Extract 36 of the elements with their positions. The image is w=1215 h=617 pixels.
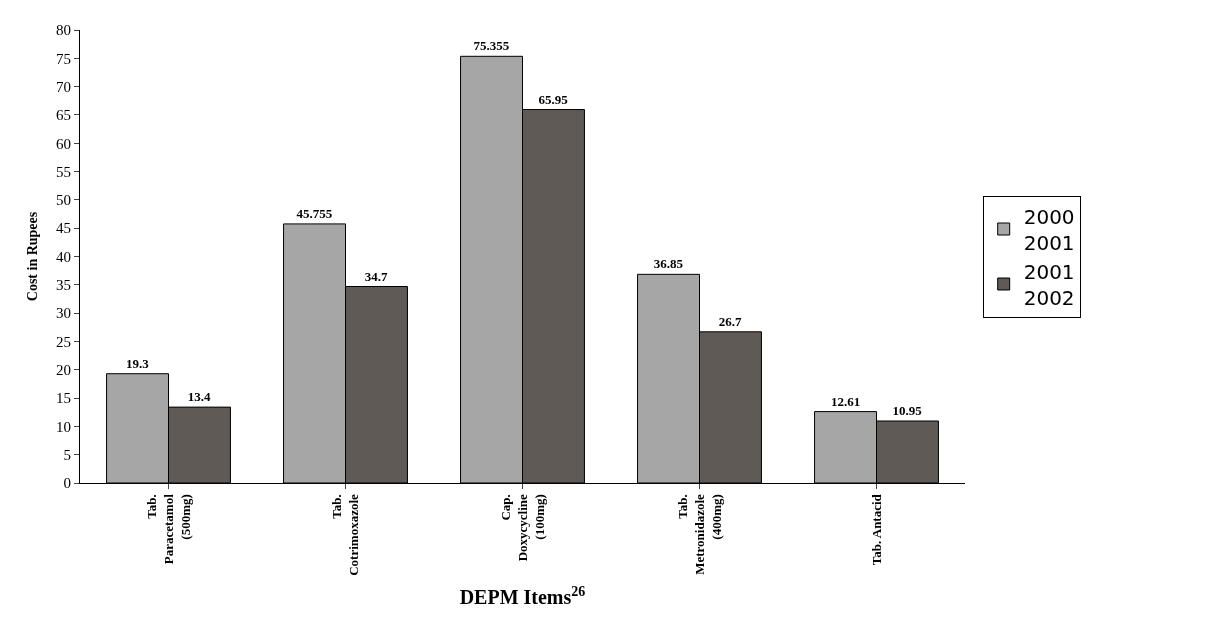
x-tick-label: Tab. Cotrimoxazole: [329, 493, 362, 576]
data-label: 12.61: [830, 393, 861, 409]
y-tick-label: 0: [63, 475, 71, 492]
y-tick-label: 75: [56, 50, 71, 67]
x-tick-label: Tab. Metronidazole (400mg): [674, 493, 724, 575]
y-axis-title: Cost in Rupees: [24, 211, 40, 302]
y-tick-label: 65: [56, 107, 71, 124]
x-tick-label: Tab. Paracetamol (500mg): [143, 493, 193, 565]
y-tick-label: 30: [56, 305, 71, 322]
legend-label: 2001 2002: [1023, 259, 1075, 310]
x-tick-label: Cap. Doxycycline (100mg): [497, 493, 547, 562]
y-tick-label: 70: [56, 78, 71, 95]
y-tick-label: 40: [56, 248, 71, 265]
data-label: 13.4: [187, 389, 212, 405]
y-tick-label: 35: [56, 277, 71, 294]
y-tick-label: 50: [56, 192, 71, 209]
data-label: 75.355: [473, 38, 510, 54]
y-tick-label: 15: [56, 390, 71, 407]
y-tick-label: 20: [56, 362, 71, 378]
data-label: 45.755: [296, 205, 333, 221]
data-label: 36.85: [653, 256, 684, 272]
x-tick-label: Tab. Antacid: [868, 493, 884, 566]
data-label: 19.3: [125, 355, 150, 371]
y-tick-label: 25: [56, 333, 71, 350]
y-tick-label: 55: [56, 163, 71, 180]
data-label: 34.7: [364, 268, 389, 284]
x-axis-title: DEPM Items$^{26}$: [459, 583, 586, 609]
y-tick-label: 45: [56, 220, 71, 237]
y-tick-label: 10: [56, 418, 71, 435]
y-tick-label: 5: [63, 446, 71, 463]
legend-label: 2000 2001: [1023, 204, 1075, 255]
data-label: 65.95: [538, 91, 569, 107]
y-tick-label: 80: [56, 22, 71, 39]
data-label: 26.7: [718, 313, 743, 329]
y-tick-label: 60: [56, 135, 71, 152]
data-label: 10.95: [892, 403, 923, 418]
